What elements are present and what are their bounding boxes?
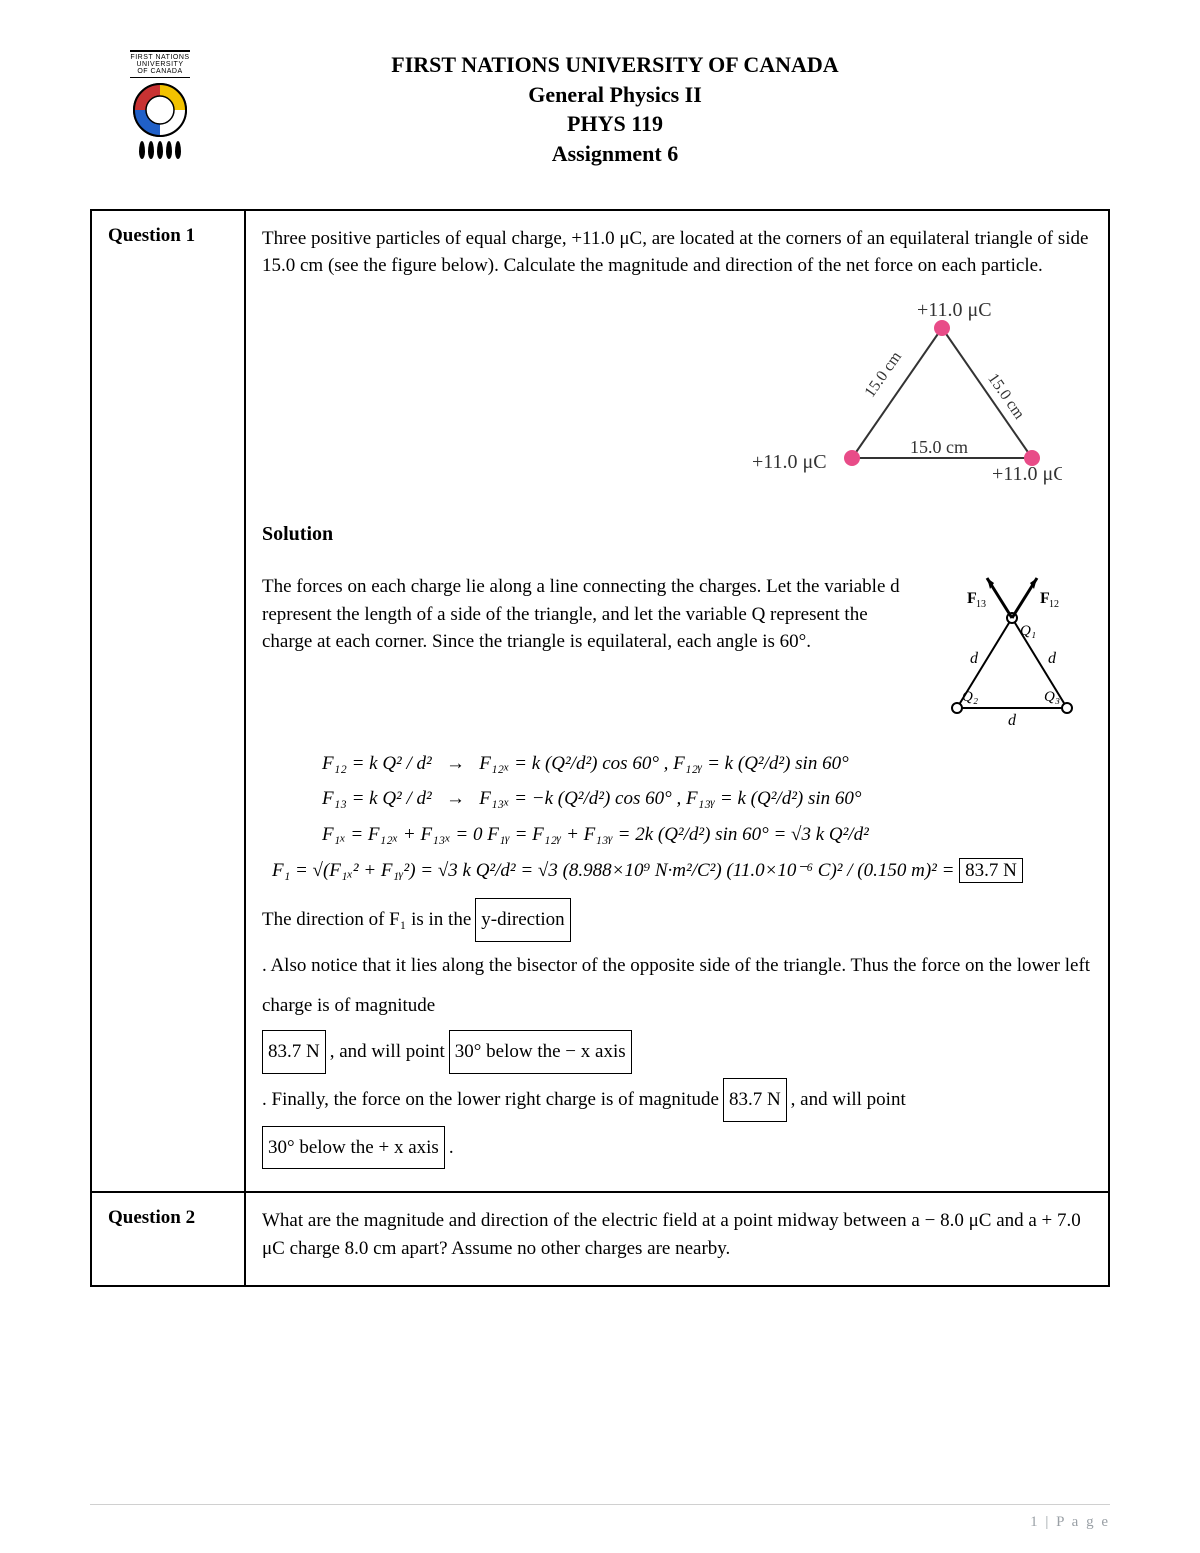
answer-box: 83.7 N [959, 858, 1023, 883]
svg-text:Q₁: Q₁ [1020, 623, 1036, 639]
question-label-cell: Question 1 [91, 210, 245, 1193]
eq2-lhs: F₁₃ = k Q² / d² [322, 788, 432, 809]
svg-text:15.0 cm: 15.0 cm [862, 348, 906, 400]
svg-text:12: 12 [1049, 599, 1059, 610]
title-line-4: Assignment 6 [120, 139, 1110, 169]
document-title: FIRST NATIONS UNIVERSITY OF CANADA Gener… [120, 50, 1110, 169]
equation-4: F₁ = √(F₁ₓ² + F₁ᵧ²) = √3 k Q²/d² = √3 (8… [272, 857, 1092, 885]
svg-text:+11.0 μC: +11.0 μC [917, 299, 992, 321]
title-line-2: General Physics II [120, 80, 1110, 110]
assignment-table: Question 1 Three positive particles of e… [90, 209, 1110, 1287]
answer-box: 83.7 N [723, 1078, 787, 1122]
direction-paragraph: The direction of F₁ is in the y-directio… [262, 898, 1092, 1169]
svg-text:Q₂: Q₂ [962, 689, 978, 705]
eq4-expr: F₁ = √(F₁ₓ² + F₁ᵧ²) = √3 k Q²/d² = √3 (8… [272, 860, 954, 881]
question-2-label: Question 2 [108, 1207, 195, 1228]
title-line-1: FIRST NATIONS UNIVERSITY OF CANADA [120, 50, 1110, 80]
answer-box: y-direction [475, 898, 570, 942]
eq2-rhs: F₁₃ₓ = −k (Q²/d²) cos 60° , F₁₃ᵧ = k (Q²… [479, 788, 861, 809]
answer-box: 30° below the + x axis [262, 1126, 445, 1170]
solution-heading: Solution [262, 520, 1092, 549]
svg-text:13: 13 [976, 599, 986, 610]
question-1-prompt: Three positive particles of equal charge… [262, 225, 1092, 280]
svg-text:+11.0 μC: +11.0 μC [992, 463, 1062, 485]
solution-intro: The forces on each charge lie along a li… [262, 573, 922, 656]
page-header: FIRST NATIONS UNIVERSITY OF CANADA [90, 50, 1110, 169]
answer-box: 30° below the − x axis [449, 1030, 632, 1074]
arrow-icon: → [446, 753, 465, 774]
svg-text:15.0 cm: 15.0 cm [984, 370, 1028, 422]
arrow-icon: → [446, 788, 465, 809]
svg-text:15.0 cm: 15.0 cm [910, 437, 968, 457]
svg-text:d: d [970, 650, 979, 667]
svg-text:+11.0 μC: +11.0 μC [752, 451, 827, 473]
table-row: Question 1 Three positive particles of e… [91, 210, 1109, 1193]
question-1-label: Question 1 [108, 225, 195, 246]
page-number: 1 | P a g e [1030, 1514, 1110, 1531]
question-2-prompt: What are the magnitude and direction of … [262, 1207, 1092, 1262]
question-2-body: What are the magnitude and direction of … [245, 1192, 1109, 1285]
answer-box: 83.7 N [262, 1030, 326, 1074]
solution-intro-row: The forces on each charge lie along a li… [262, 573, 1092, 742]
title-line-3: PHYS 119 [120, 109, 1110, 139]
page: FIRST NATIONS UNIVERSITY OF CANADA [0, 0, 1200, 1553]
eq1-lhs: F₁₂ = k Q² / d² [322, 753, 432, 774]
dir-text: The direction of F₁ is in the [262, 900, 471, 940]
table-row: Question 2 What are the magnitude and di… [91, 1192, 1109, 1285]
dir-text: , and will point [791, 1080, 906, 1120]
dir-text: . [449, 1128, 454, 1168]
svg-text:d: d [1008, 712, 1017, 729]
dir-text: . Finally, the force on the lower right … [262, 1080, 719, 1120]
equation-3: F₁ₓ = F₁₂ₓ + F₁₃ₓ = 0 F₁ᵧ = F₁₂ᵧ + F₁₃ᵧ … [322, 821, 1092, 849]
equation-2: F₁₃ = k Q² / d² → F₁₃ₓ = −k (Q²/d²) cos … [322, 785, 1092, 813]
svg-text:d: d [1048, 650, 1057, 667]
force-diagram: F 13 F 12 Q₁ Q₂ Q₃ d d d [932, 573, 1092, 742]
footer-rule [90, 1504, 1110, 1505]
dir-text: . Also notice that it lies along the bis… [262, 946, 1092, 1026]
svg-text:Q₃: Q₃ [1044, 689, 1060, 705]
eq1-rhs: F₁₂ₓ = k (Q²/d²) cos 60° , F₁₂ᵧ = k (Q²/… [479, 753, 848, 774]
question-1-body: Three positive particles of equal charge… [245, 210, 1109, 1193]
dir-text: , and will point [330, 1032, 445, 1072]
equation-1: F₁₂ = k Q² / d² → F₁₂ₓ = k (Q²/d²) cos 6… [322, 750, 1092, 778]
question-1-figure: +11.0 μC 15.0 cm 15.0 cm 15.0 cm +11.0 μ… [262, 298, 1092, 497]
question-label-cell: Question 2 [91, 1192, 245, 1285]
